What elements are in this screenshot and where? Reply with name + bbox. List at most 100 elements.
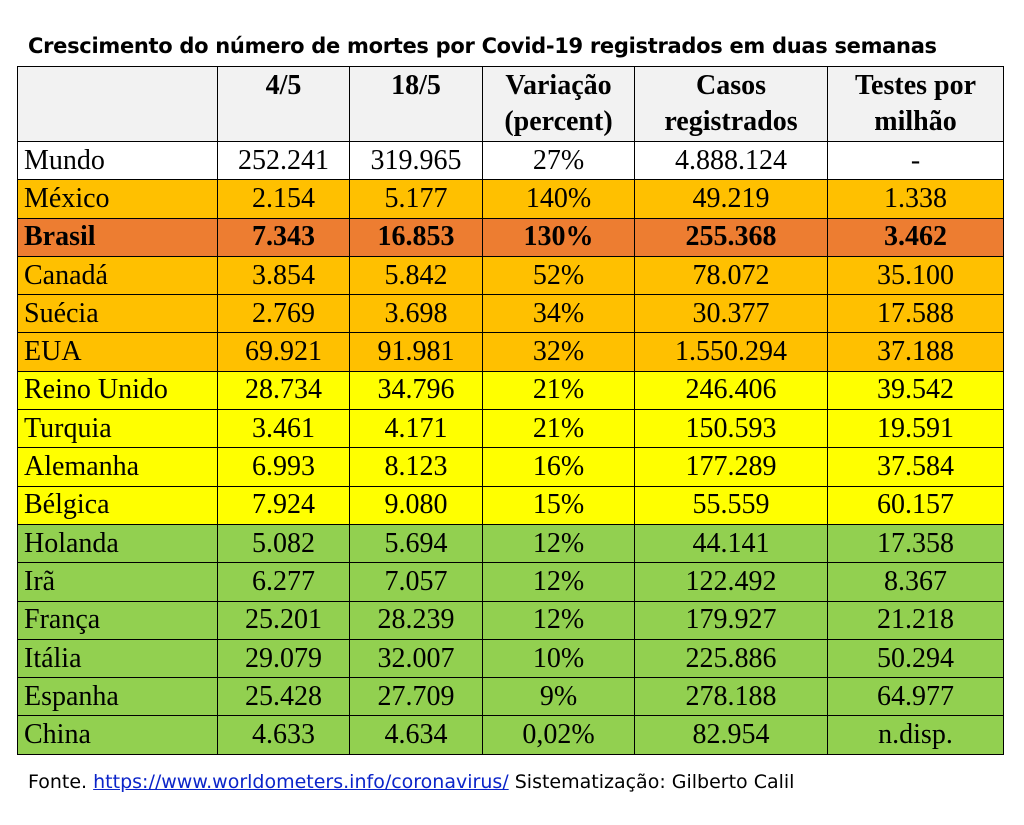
header-line-1: Variação: [505, 70, 612, 101]
tests-cell: 3.462: [827, 217, 1004, 257]
variation-cell: 12%: [482, 600, 635, 640]
cases-cell: 30.377: [634, 294, 828, 334]
cases-cell: 4.888.124: [634, 140, 828, 181]
deaths-18-5-cell: 27.709: [349, 677, 483, 717]
header-row: 4/5 18/5 Variação (percent) Casos registrad…: [17, 66, 1004, 142]
deaths-18-5-cell: 5.694: [349, 523, 483, 564]
country-cell: Espanha: [17, 677, 218, 717]
country-cell: Irã: [17, 562, 218, 602]
cases-cell: 44.141: [634, 523, 828, 564]
country-cell: Brasil: [17, 217, 218, 257]
cases-cell: 255.368: [634, 217, 828, 257]
deaths-4-5-cell: 2.154: [217, 179, 350, 219]
table-row: França 25.201 28.239 12% 179.927 21.218: [17, 600, 1004, 640]
country-cell: China: [17, 715, 218, 755]
variation-cell: 130%: [482, 217, 635, 257]
table-row: Canadá 3.854 5.842 52% 78.072 35.100: [17, 255, 1004, 296]
deaths-18-5-cell: 8.123: [349, 447, 483, 487]
variation-cell: 16%: [482, 447, 635, 487]
deaths-18-5-cell: 34.796: [349, 370, 483, 411]
tests-cell: n.disp.: [827, 715, 1004, 755]
country-cell: Reino Unido: [17, 370, 218, 411]
deaths-18-5-cell: 28.239: [349, 600, 483, 640]
deaths-18-5-cell: 16.853: [349, 217, 483, 257]
header-line-2: registrados: [664, 106, 798, 137]
country-cell: México: [17, 179, 218, 219]
deaths-4-5-cell: 3.854: [217, 255, 350, 296]
country-cell: Turquia: [17, 409, 218, 449]
country-cell: Holanda: [17, 523, 218, 564]
deaths-4-5-cell: 3.461: [217, 409, 350, 449]
tests-cell: 17.358: [827, 523, 1004, 564]
deaths-18-5-cell: 5.177: [349, 179, 483, 219]
variation-cell: 9%: [482, 677, 635, 717]
table-body: Mundo 252.241 319.965 27% 4.888.124- México 2.…: [17, 140, 1004, 755]
variation-cell: 10%: [482, 638, 635, 679]
variation-cell: 0,02%: [482, 715, 635, 755]
header-line-2: [354, 104, 478, 140]
deaths-18-5-cell: 91.981: [349, 332, 483, 372]
table-row: EUA 69.921 91.981 32% 1.550.294 37.188: [17, 332, 1004, 372]
cases-cell: 278.188: [634, 677, 828, 717]
deaths-4-5-cell: 6.277: [217, 562, 350, 602]
country-cell: Mundo: [17, 140, 218, 181]
cases-cell: 78.072: [634, 255, 828, 296]
cases-cell: 225.886: [634, 638, 828, 679]
country-cell: EUA: [17, 332, 218, 372]
header-line-1: 4/5: [265, 70, 302, 101]
cases-cell: 179.927: [634, 600, 828, 640]
header-testes: Testes por milhão: [827, 66, 1004, 142]
tests-cell: 17.588: [827, 294, 1004, 334]
deaths-4-5-cell: 252.241: [217, 140, 350, 181]
tests-cell: 60.157: [827, 485, 1004, 525]
deaths-4-5-cell: 29.079: [217, 638, 350, 679]
variation-cell: 21%: [482, 409, 635, 449]
cases-cell: 55.559: [634, 485, 828, 525]
table-row: Suécia 2.769 3.698 34% 30.377 17.588: [17, 294, 1004, 334]
variation-cell: 27%: [482, 140, 635, 181]
variation-cell: 52%: [482, 255, 635, 296]
header-country: [17, 66, 218, 142]
table-row: Irã 6.277 7.057 12% 122.492 8.367: [17, 562, 1004, 602]
variation-cell: 140%: [482, 179, 635, 219]
table-row: Itália 29.079 32.007 10% 225.886 50.294: [17, 638, 1004, 679]
tests-cell: 50.294: [827, 638, 1004, 679]
variation-cell: 34%: [482, 294, 635, 334]
table-row: Mundo 252.241 319.965 27% 4.888.124-: [17, 140, 1004, 181]
deaths-4-5-cell: 25.201: [217, 600, 350, 640]
tests-cell: 64.977: [827, 677, 1004, 717]
variation-cell: 32%: [482, 332, 635, 372]
variation-cell: 12%: [482, 562, 635, 602]
source-link[interactable]: https://www.worldometers.info/coronaviru…: [93, 771, 509, 793]
cases-cell: 150.593: [634, 409, 828, 449]
tests-cell: 21.218: [827, 600, 1004, 640]
deaths-18-5-cell: 5.842: [349, 255, 483, 296]
table-row: Reino Unido 28.734 34.796 21% 246.406 39.542: [17, 370, 1004, 411]
tests-cell: 1.338: [827, 179, 1004, 219]
header-variacao: Variação (percent): [482, 66, 635, 142]
variation-cell: 12%: [482, 523, 635, 564]
cases-cell: 1.550.294: [634, 332, 828, 372]
country-cell: Bélgica: [17, 485, 218, 525]
tests-cell: 39.542: [827, 370, 1004, 411]
header-casos: Casos registrados: [634, 66, 828, 142]
table-row: México 2.154 5.177 140% 49.219 1.338: [17, 179, 1004, 219]
table-row: Bélgica 7.924 9.080 15% 55.559 60.157: [17, 485, 1004, 525]
header-line-2: [222, 104, 345, 140]
table-row: Alemanha 6.993 8.123 16% 177.289 37.584: [17, 447, 1004, 487]
tests-cell: -: [827, 140, 1004, 181]
header-line-1: 18/5: [391, 70, 441, 101]
variation-cell: 15%: [482, 485, 635, 525]
deaths-4-5-cell: 5.082: [217, 523, 350, 564]
header-18-5: 18/5: [349, 66, 483, 142]
deaths-4-5-cell: 7.343: [217, 217, 350, 257]
header-line-2: [22, 86, 213, 122]
cases-cell: 82.954: [634, 715, 828, 755]
deaths-18-5-cell: 7.057: [349, 562, 483, 602]
table-row: Espanha 25.428 27.709 9% 278.188 64.977: [17, 677, 1004, 717]
tests-cell: 8.367: [827, 562, 1004, 602]
header-4-5: 4/5: [217, 66, 350, 142]
deaths-18-5-cell: 4.171: [349, 409, 483, 449]
cases-cell: 246.406: [634, 370, 828, 411]
deaths-4-5-cell: 7.924: [217, 485, 350, 525]
